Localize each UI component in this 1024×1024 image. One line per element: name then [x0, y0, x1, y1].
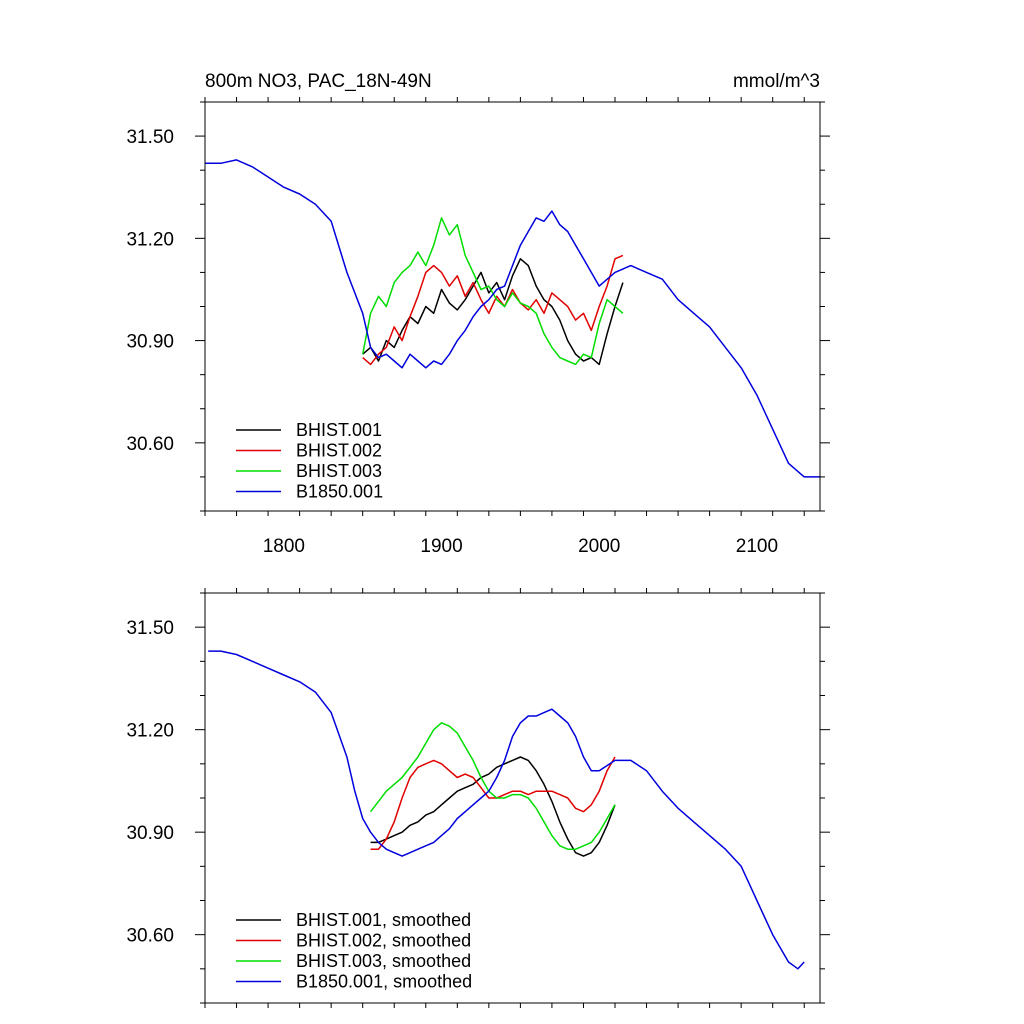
legend-label-3: BHIST.003	[296, 461, 382, 481]
legend-label-3: BHIST.003, smoothed	[296, 951, 471, 971]
legend-label-1: BHIST.001, smoothed	[296, 910, 471, 930]
y-tick-label: 30.90	[126, 332, 174, 353]
y-tick-label: 31.20	[126, 229, 174, 250]
x-tick-label: 1800	[263, 536, 305, 557]
legend-label-4: B1850.001	[296, 482, 383, 502]
legend-label-2: BHIST.002, smoothed	[296, 931, 471, 951]
series-line-2	[362, 254, 624, 366]
series-line-4	[205, 159, 820, 478]
series-line-2	[370, 756, 616, 850]
x-tick-label: 2100	[736, 536, 778, 557]
y-tick-label: 31.50	[126, 127, 174, 148]
series-line-1	[370, 756, 616, 857]
series-line-3	[370, 722, 616, 850]
chart-title: 800m NO3, PAC_18N-49N	[205, 71, 432, 92]
y-tick-label: 30.60	[126, 434, 174, 455]
series-line-3	[361, 217, 624, 366]
y-tick-label: 31.20	[126, 721, 174, 742]
legend-label-1: BHIST.001	[296, 420, 382, 440]
units-label: mmol/m^3	[733, 71, 820, 92]
x-tick-label: 1900	[420, 536, 462, 557]
y-tick-label: 31.50	[126, 618, 174, 639]
top-panel: 800m NO3, PAC_18N-49N mmol/m^3 1800 1900 2…	[126, 71, 830, 557]
y-tick-label: 30.90	[126, 823, 174, 844]
y-tick-label: 30.60	[126, 926, 174, 947]
series-line-4	[208, 650, 805, 970]
x-tick-label: 2000	[578, 536, 620, 557]
legend-label-2: BHIST.002	[296, 441, 382, 461]
legend-label-4: B1850.001, smoothed	[296, 972, 472, 992]
series-line-1	[362, 258, 624, 366]
